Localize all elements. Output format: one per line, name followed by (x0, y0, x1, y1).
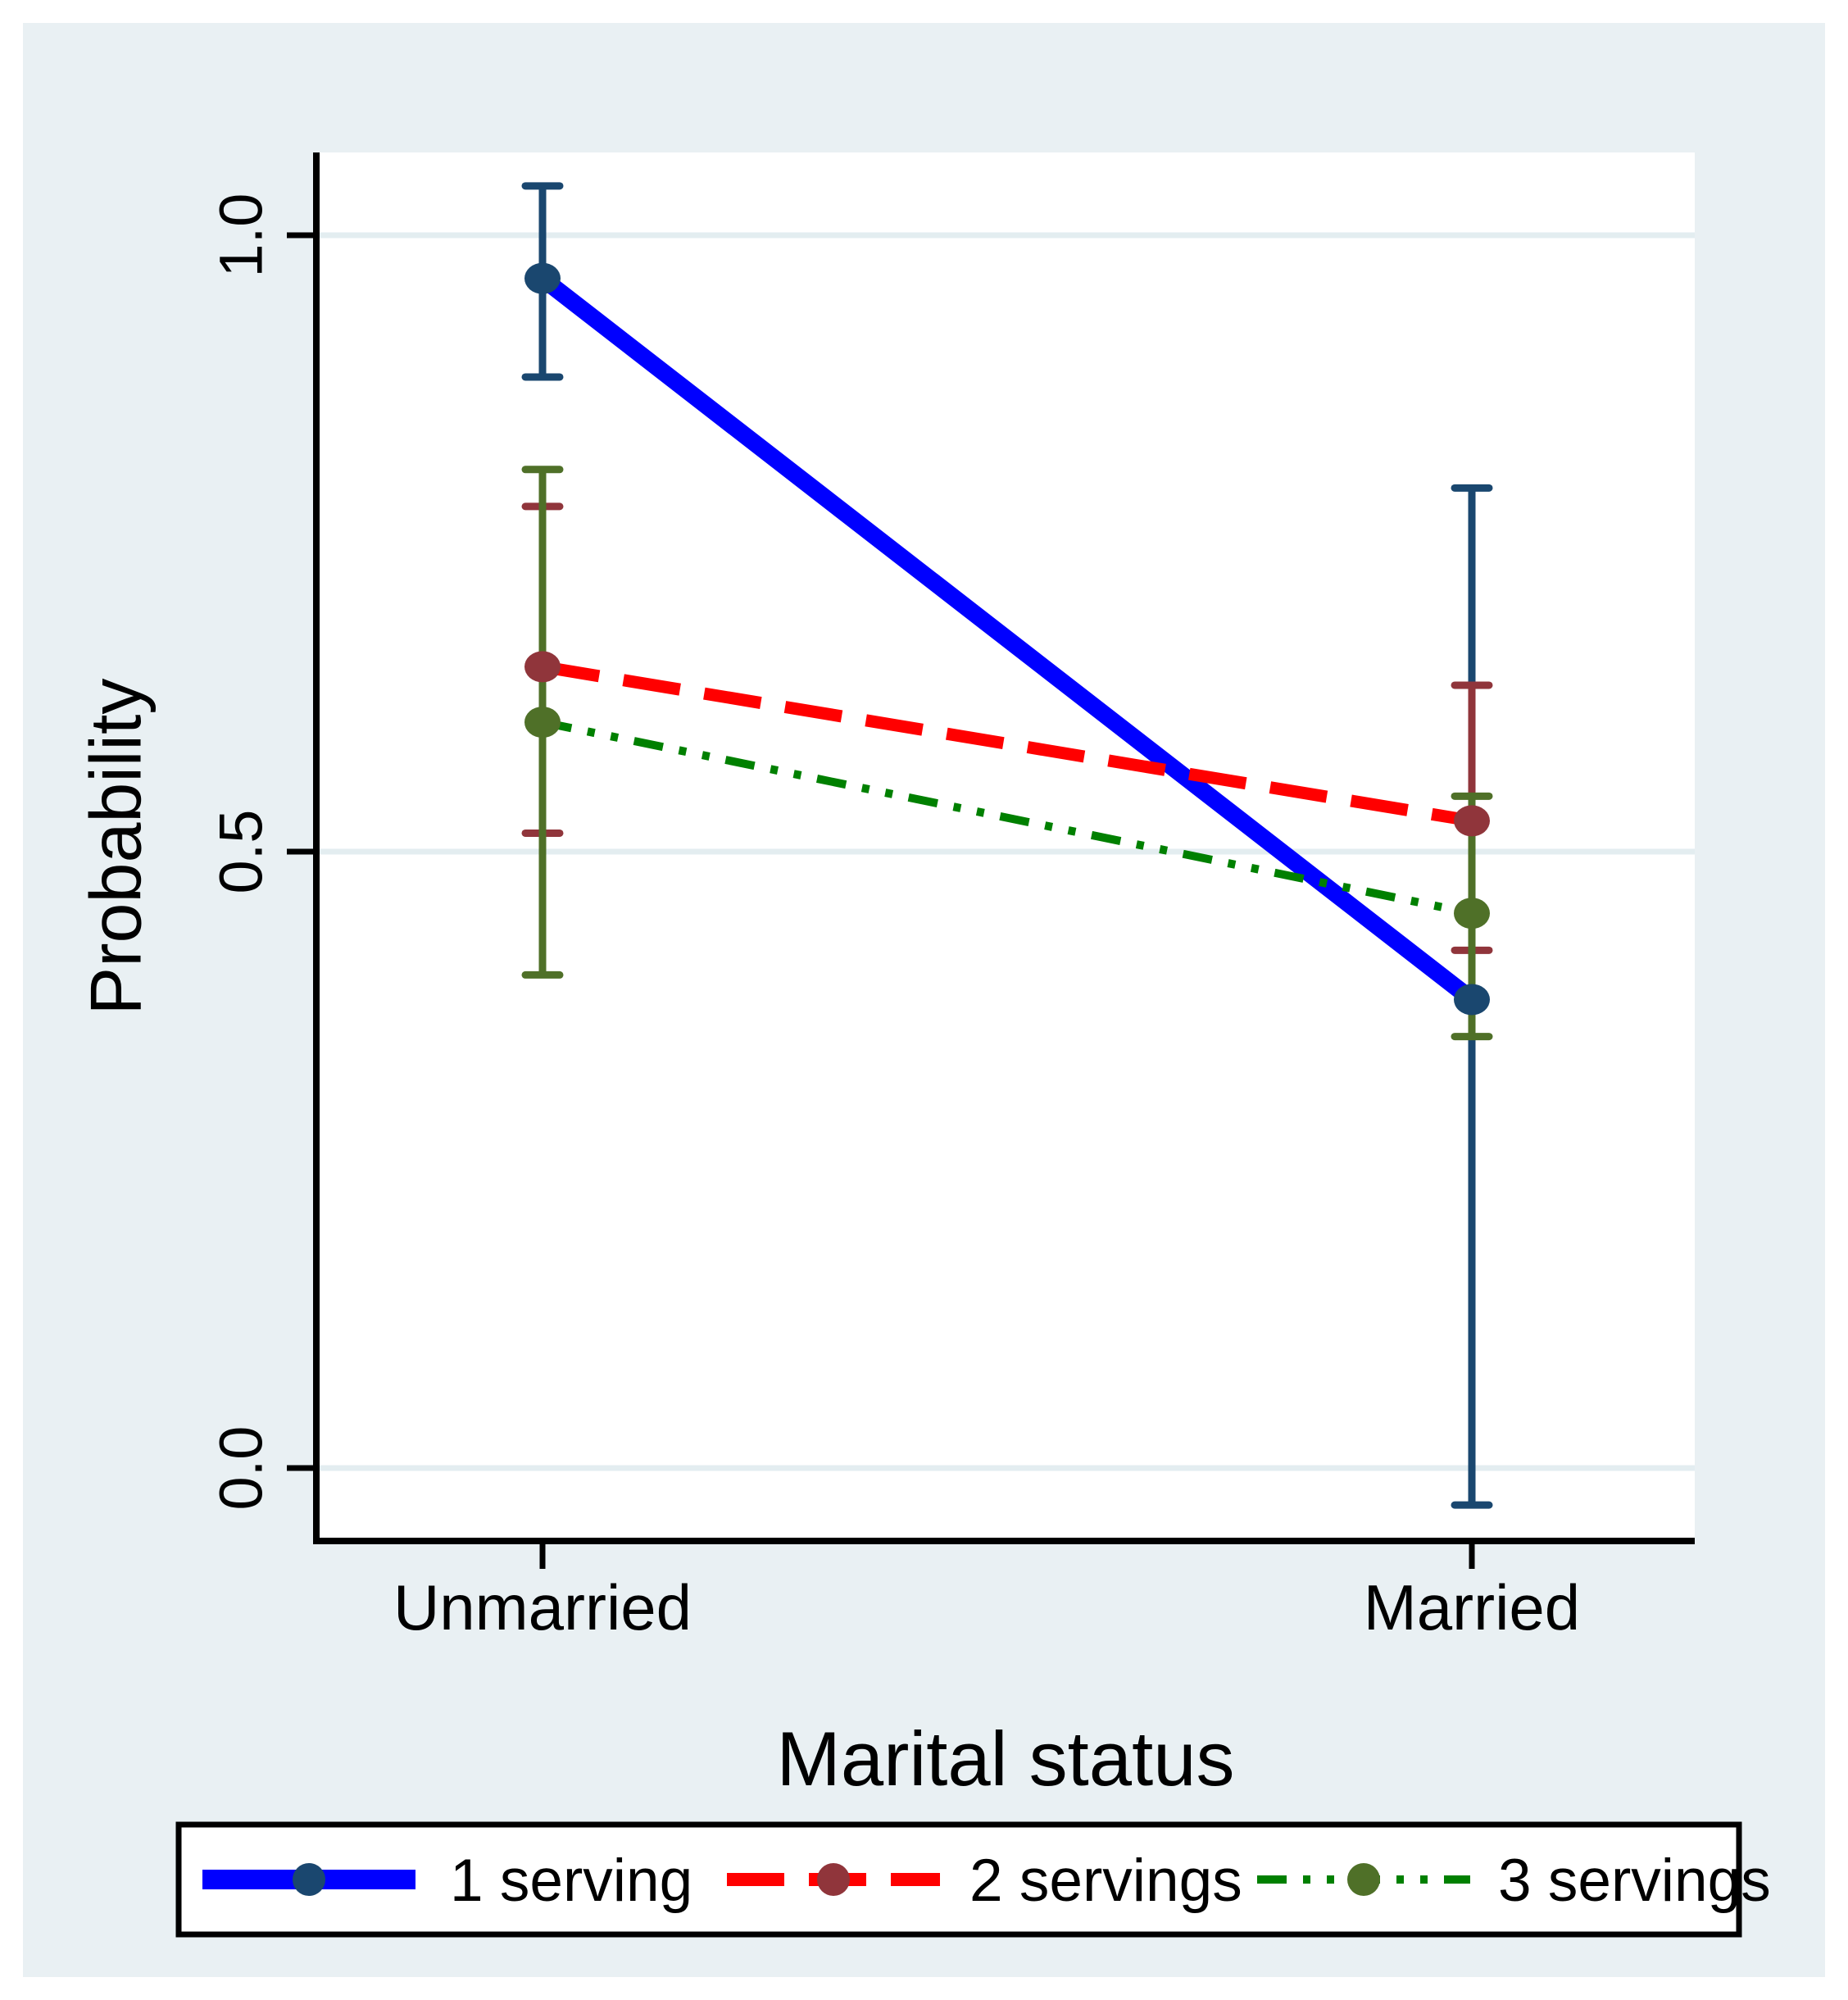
legend: 1 serving 2 servings 3 servings (175, 1821, 1771, 1938)
legend-label-0: 1 serving (450, 1848, 692, 1914)
gridlines (320, 232, 1695, 1471)
series-line-2 (541, 718, 1473, 918)
y-tick-label-0.0: 0.0 (207, 1426, 275, 1511)
trend-lines (537, 271, 1478, 1007)
y-tick-label-1.0: 1.0 (207, 193, 275, 278)
legend-marker-0 (293, 1863, 325, 1896)
series-line-1 (541, 661, 1473, 827)
legend-marker-2 (1347, 1863, 1380, 1896)
legend-label-2: 3 servings (1498, 1848, 1771, 1914)
tick-labels: 0.0 0.5 1.0 Unmarried Married (207, 193, 1581, 1643)
marker-0-Married (1454, 984, 1490, 1016)
marker-1-Married (1454, 805, 1490, 837)
series-line-0 (537, 271, 1478, 1007)
marker-2-Married (1454, 898, 1490, 930)
data-point-markers (524, 262, 1490, 1016)
x-tick-label-Married: Married (1364, 1571, 1580, 1643)
marker-1-Unmarried (524, 651, 561, 683)
legend-marker-1 (817, 1863, 850, 1896)
marker-2-Unmarried (524, 707, 561, 739)
axes (287, 152, 1695, 1569)
x-tick-label-Unmarried: Unmarried (393, 1571, 692, 1643)
x-axis-title: Marital status (777, 1716, 1235, 1802)
y-tick-label-0.5: 0.5 (207, 810, 275, 894)
marker-0-Unmarried (524, 262, 561, 294)
legend-box (175, 1821, 1742, 1938)
plot-area (316, 152, 1695, 1541)
y-axis-title: Probability (75, 679, 156, 1016)
legend-label-1: 2 servings (969, 1848, 1242, 1914)
